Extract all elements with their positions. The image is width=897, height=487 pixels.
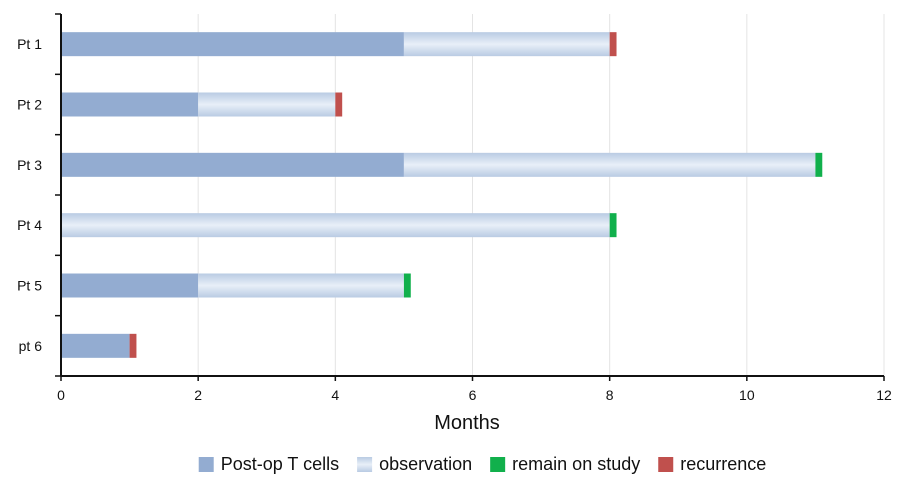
legend-swatch: [490, 457, 506, 472]
y-tick-label: Pt 1: [17, 36, 42, 52]
bar-post-op-t-cells: [61, 152, 404, 177]
y-tick-label: Pt 2: [17, 97, 42, 113]
bar-recurrence: [129, 333, 137, 358]
x-tick-label: 8: [606, 387, 614, 403]
bar-observation: [403, 152, 816, 177]
bar-recurrence: [609, 32, 617, 57]
legend-swatch: [357, 457, 373, 472]
x-tick-label: 2: [194, 387, 202, 403]
x-axis-title: Months: [434, 412, 500, 434]
bar-observation: [61, 213, 610, 238]
axes: Pt 1 Pt 2 Pt 3 Pt 4 Pt 5 pt 6 0 2 4 6 8 10 12: [17, 13, 892, 403]
x-tick-label: 10: [739, 387, 755, 403]
grid-lines: [197, 14, 885, 376]
x-tick-label: 12: [876, 387, 892, 403]
y-tick-label: Pt 4: [17, 217, 42, 233]
bars: [61, 32, 823, 358]
bar-observation: [198, 92, 336, 117]
x-tick-label: 4: [331, 387, 339, 403]
legend-label: remain on study: [512, 454, 640, 474]
y-tick-label: Pt 5: [17, 278, 42, 294]
legend-item: remain on study: [490, 454, 640, 474]
bar-post-op-t-cells: [61, 273, 199, 298]
x-tick-label: 0: [57, 387, 65, 403]
legend-item: recurrence: [658, 454, 766, 474]
x-tick-label: 6: [469, 387, 477, 403]
legend-item: observation: [357, 454, 472, 474]
legend: Post-op T cells observation remain on stud…: [198, 454, 766, 474]
legend-label: Post-op T cells: [221, 454, 339, 474]
bar-remain-on-study: [403, 273, 411, 298]
legend-item: Post-op T cells: [198, 454, 339, 474]
legend-swatch: [198, 457, 214, 472]
legend-label: observation: [379, 454, 472, 474]
bar-remain-on-study: [609, 213, 617, 238]
bar-recurrence: [335, 92, 343, 117]
y-tick-label: pt 6: [19, 338, 43, 354]
bar-post-op-t-cells: [61, 333, 130, 358]
bar-observation: [198, 273, 404, 298]
bar-post-op-t-cells: [61, 32, 404, 57]
legend-label: recurrence: [680, 454, 766, 474]
bar-remain-on-study: [815, 152, 823, 177]
bar-observation: [403, 32, 610, 57]
legend-swatch: [658, 457, 674, 472]
bar-post-op-t-cells: [61, 92, 199, 117]
y-tick-label: Pt 3: [17, 157, 42, 173]
